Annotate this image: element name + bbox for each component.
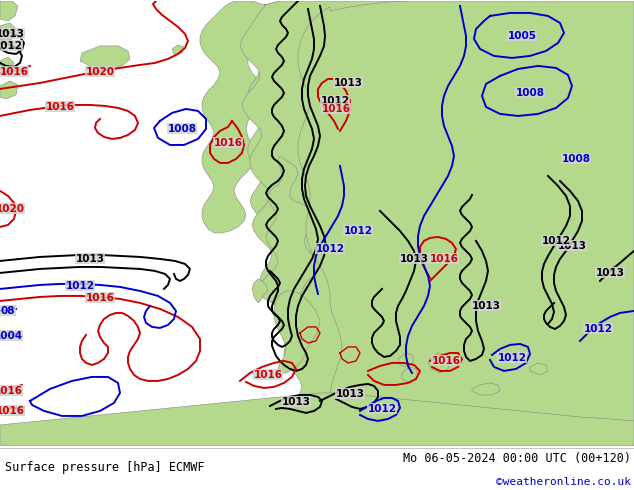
Text: 1008: 1008 xyxy=(167,124,197,134)
Text: 1013: 1013 xyxy=(472,301,500,311)
Text: 1016: 1016 xyxy=(429,254,458,264)
Text: 1016: 1016 xyxy=(432,356,460,366)
Polygon shape xyxy=(0,23,16,43)
Polygon shape xyxy=(530,363,548,375)
Text: 1013: 1013 xyxy=(399,254,429,264)
Text: 1012: 1012 xyxy=(541,236,571,246)
Text: 1013: 1013 xyxy=(557,241,586,251)
Polygon shape xyxy=(0,1,18,21)
Text: 1020: 1020 xyxy=(86,67,115,77)
Text: 1016: 1016 xyxy=(321,104,351,114)
Text: 1016: 1016 xyxy=(0,67,29,77)
Polygon shape xyxy=(240,1,634,446)
Text: 1020: 1020 xyxy=(0,204,25,214)
Text: 1012: 1012 xyxy=(65,281,94,291)
Polygon shape xyxy=(0,81,18,99)
Text: 08: 08 xyxy=(1,306,15,316)
Text: Surface pressure [hPa] ECMWF: Surface pressure [hPa] ECMWF xyxy=(5,461,205,474)
Text: 1013: 1013 xyxy=(595,268,624,278)
Polygon shape xyxy=(248,1,336,223)
Text: 1012: 1012 xyxy=(583,324,612,334)
Polygon shape xyxy=(398,353,414,367)
Text: 1012: 1012 xyxy=(498,353,526,363)
Text: 1012: 1012 xyxy=(368,404,396,414)
Text: ©weatheronline.co.uk: ©weatheronline.co.uk xyxy=(496,477,631,487)
Polygon shape xyxy=(80,46,130,69)
Text: 1016: 1016 xyxy=(0,406,25,416)
Polygon shape xyxy=(402,367,418,383)
Text: 1016: 1016 xyxy=(214,138,242,148)
Polygon shape xyxy=(0,57,14,73)
Polygon shape xyxy=(260,156,320,303)
Polygon shape xyxy=(472,383,500,395)
Polygon shape xyxy=(428,353,450,373)
Text: 1008: 1008 xyxy=(515,88,545,98)
Text: 1013: 1013 xyxy=(335,389,365,399)
Text: 1012: 1012 xyxy=(0,41,22,51)
Polygon shape xyxy=(172,45,184,54)
Polygon shape xyxy=(200,1,278,233)
Text: 1016: 1016 xyxy=(0,386,22,396)
Polygon shape xyxy=(310,151,326,165)
Polygon shape xyxy=(298,1,634,446)
Text: 1013: 1013 xyxy=(333,78,363,88)
Text: 1012: 1012 xyxy=(316,244,344,254)
Text: 1005: 1005 xyxy=(507,31,536,41)
Text: 1008: 1008 xyxy=(562,154,590,164)
Text: 1013: 1013 xyxy=(281,397,311,407)
Text: 1012: 1012 xyxy=(321,96,349,106)
Text: 1013: 1013 xyxy=(0,29,25,39)
Text: 1016: 1016 xyxy=(46,102,75,112)
Text: Mo 06-05-2024 00:00 UTC (00+120): Mo 06-05-2024 00:00 UTC (00+120) xyxy=(403,452,631,466)
Polygon shape xyxy=(252,279,268,303)
Polygon shape xyxy=(0,393,634,446)
Text: 1004: 1004 xyxy=(0,331,23,341)
Text: 1016: 1016 xyxy=(254,370,283,380)
Text: 1013: 1013 xyxy=(75,254,105,264)
Text: 1012: 1012 xyxy=(344,226,373,236)
Text: 1016: 1016 xyxy=(86,293,115,303)
Polygon shape xyxy=(274,291,320,373)
